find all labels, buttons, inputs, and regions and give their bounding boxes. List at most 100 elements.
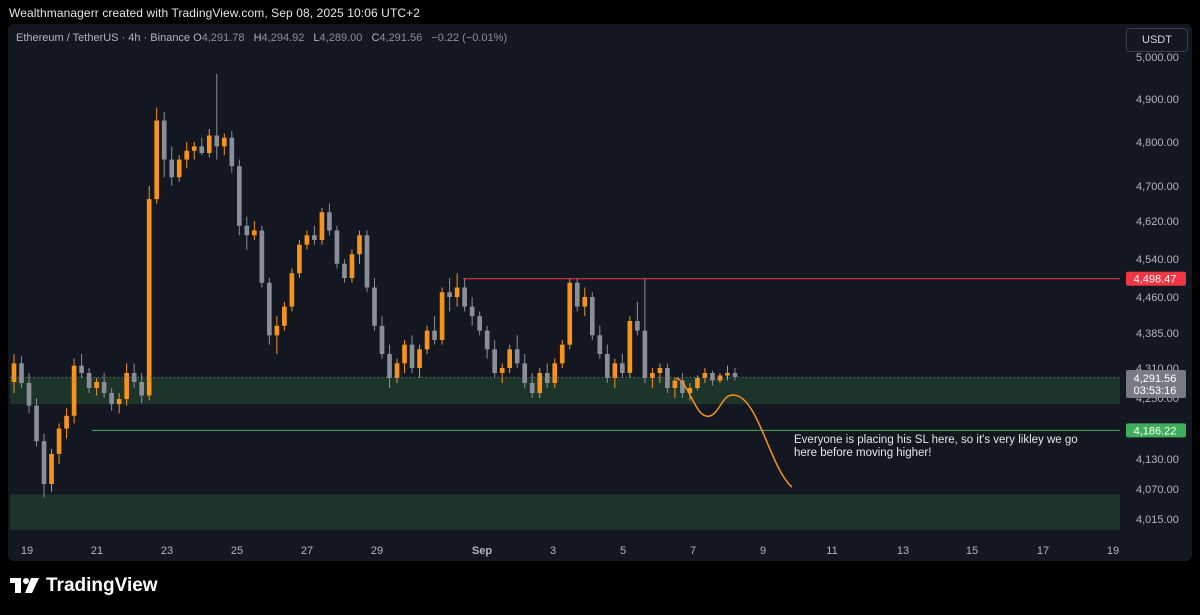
chart-credit: Wealthmanagerr created with TradingView.…: [9, 6, 421, 20]
y-tick-label: 4,070.00: [1136, 484, 1179, 496]
support-price-label: 4,186.22: [1134, 425, 1177, 437]
candle-body: [424, 330, 430, 350]
candle-body: [161, 120, 167, 160]
high-value: 4,294.92: [261, 32, 305, 44]
candle-body: [79, 365, 84, 373]
candle-body: [154, 120, 160, 200]
x-tick-label: 15: [966, 545, 978, 557]
candle-body: [64, 415, 69, 429]
currency-button[interactable]: USDT: [1126, 28, 1188, 52]
candle-body: [297, 244, 302, 274]
candle-body: [680, 380, 685, 393]
x-tick-label: 29: [371, 545, 383, 557]
candle-body: [41, 441, 47, 484]
candle-body: [274, 325, 280, 336]
candle-body: [379, 325, 385, 354]
symbol-label[interactable]: Ethereum / TetherUS · 4h · Binance: [16, 32, 191, 44]
y-tick-label: 4,385.00: [1136, 328, 1179, 340]
candle-body: [417, 349, 422, 368]
candle-body: [552, 363, 558, 383]
x-tick-label: 19: [21, 545, 33, 557]
candle-body: [635, 321, 640, 331]
candle-body: [109, 393, 114, 405]
y-tick-label: 4,620.00: [1136, 216, 1179, 228]
x-tick-label: 27: [301, 545, 313, 557]
candle-body: [409, 344, 415, 368]
candle-body: [312, 235, 317, 240]
brand-name: TradingView: [46, 575, 158, 596]
candle-body: [462, 287, 467, 307]
candle-body: [282, 306, 287, 326]
candle-body: [514, 349, 520, 364]
candle-body: [334, 230, 340, 264]
candle-body: [582, 297, 588, 307]
candle-body: [327, 212, 332, 231]
last-price-badge-bg: [1126, 370, 1186, 398]
support-price-label-bg: [1126, 423, 1186, 438]
candle-body: [221, 137, 227, 147]
candle-body: [687, 388, 693, 393]
last-price-label: 4,291.56: [1134, 373, 1177, 385]
x-tick-label: 21: [91, 545, 103, 557]
candle-body: [304, 235, 310, 245]
candle-body: [454, 287, 460, 297]
candle-body: [214, 135, 220, 147]
close-label: C: [371, 32, 380, 44]
candle-body: [289, 273, 295, 307]
candle-body: [725, 373, 730, 376]
x-tick-label: 11: [826, 545, 837, 557]
candle-body: [657, 368, 663, 373]
x-tick-label: 3: [550, 545, 556, 557]
low-value: 4,289.00: [319, 32, 363, 44]
candle-body: [732, 373, 738, 377]
open-value: 4,291.78: [201, 32, 245, 44]
candle-body: [116, 399, 122, 405]
chart-panel[interactable]: [8, 24, 1192, 561]
candle-body: [169, 159, 175, 178]
y-tick-label: 5,000.00: [1136, 52, 1179, 64]
candle-body: [124, 373, 129, 400]
candle-body: [597, 335, 603, 354]
candle-body: [469, 306, 475, 317]
candle-body: [34, 405, 39, 442]
candle-body: [529, 383, 535, 393]
candle-body: [94, 382, 99, 388]
projection-path[interactable]: [675, 377, 793, 488]
candle-body: [101, 382, 107, 393]
y-tick-label: 4,800.00: [1136, 137, 1179, 149]
candle-body: [387, 354, 392, 378]
candle-body: [349, 254, 355, 278]
tradingview-mark-icon: [10, 578, 39, 593]
candle-body: [559, 344, 565, 364]
candle-body: [439, 292, 445, 340]
candle-body: [537, 373, 543, 393]
change-value: −0.22 (−0.01%): [431, 32, 508, 44]
resistance-price-label-bg: [1126, 271, 1186, 286]
candle-body: [357, 235, 362, 255]
x-tick-label: 13: [897, 545, 909, 557]
candle-body: [522, 363, 528, 383]
candle-body: [642, 330, 648, 378]
candle-body: [567, 282, 573, 345]
candle-body: [372, 287, 377, 326]
candle-body: [702, 373, 708, 378]
x-tick-label: 7: [690, 545, 696, 557]
annotation-text-line-2: here before moving higher!: [794, 447, 931, 459]
candle-body: [650, 373, 655, 378]
ohlc-legend: Ethereum / TetherUS · 4h · Binance O4,29…: [16, 32, 513, 44]
candle-body: [620, 363, 625, 373]
candle-body: [492, 349, 497, 373]
candle-body: [364, 235, 370, 288]
candle-body: [589, 297, 595, 336]
candle-body: [717, 375, 723, 381]
x-tick-label: 17: [1037, 545, 1049, 557]
candle-body: [146, 199, 152, 396]
y-tick-label: 4,700.00: [1136, 181, 1179, 193]
y-tick-label: 4,460.00: [1136, 292, 1179, 304]
candle-body: [184, 150, 190, 160]
candle-body: [695, 378, 700, 388]
candle-body: [499, 368, 505, 373]
candle-body: [544, 373, 550, 383]
candle-body: [627, 321, 633, 373]
